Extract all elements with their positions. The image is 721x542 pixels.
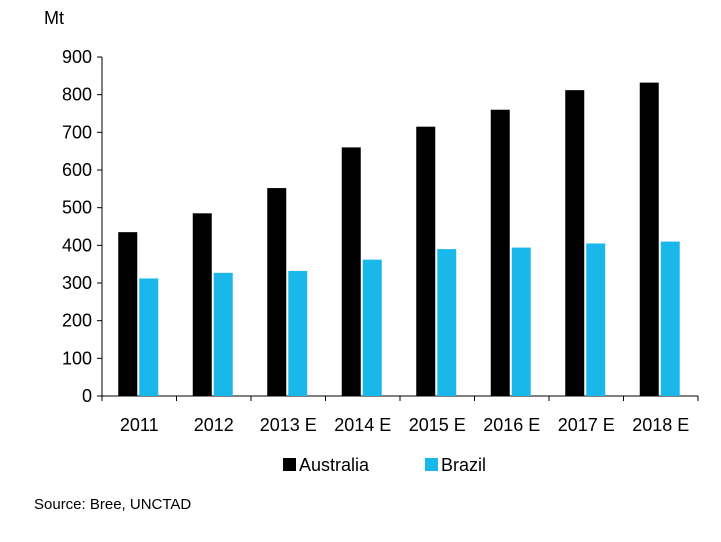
x-tick-label: 2018 E	[632, 415, 689, 435]
x-tick-label: 2014 E	[334, 415, 391, 435]
y-axis-unit-label: Mt	[44, 8, 64, 28]
y-tick-label: 100	[62, 348, 92, 368]
y-tick-label: 800	[62, 85, 92, 105]
bar-australia-2011	[118, 232, 138, 396]
bar-australia-2013-e	[267, 188, 287, 396]
bar-australia-2014-e	[341, 147, 361, 396]
y-tick-label: 400	[62, 235, 92, 255]
y-tick-label: 500	[62, 198, 92, 218]
bar-brazil-2015-e	[437, 249, 457, 396]
bar-brazil-2013-e	[288, 270, 308, 396]
bar-australia-2018-e	[639, 82, 659, 396]
legend-label-australia: Australia	[299, 455, 370, 475]
x-tick-label: 2017 E	[558, 415, 615, 435]
y-tick-label: 900	[62, 47, 92, 67]
bar-australia-2016-e	[490, 109, 510, 396]
y-tick-label: 600	[62, 160, 92, 180]
bars-group	[118, 82, 680, 396]
bar-brazil-2016-e	[511, 247, 531, 396]
legend-label-brazil: Brazil	[441, 455, 486, 475]
x-tick-label: 2011	[120, 415, 159, 435]
y-tick-label: 0	[82, 386, 92, 406]
x-tick-label: 2012	[194, 415, 234, 435]
bar-australia-2012	[192, 213, 212, 396]
legend-swatch-australia	[283, 458, 296, 471]
bar-australia-2015-e	[416, 126, 436, 396]
legend: Australia Brazil	[283, 455, 486, 475]
y-tick-label: 200	[62, 311, 92, 331]
y-axis: 0 100 200 300 400 500 600 700 800 900	[62, 47, 103, 406]
bar-brazil-2018-e	[660, 241, 680, 396]
bar-australia-2017-e	[565, 90, 585, 396]
x-tick-label: 2016 E	[483, 415, 540, 435]
y-tick-label: 300	[62, 273, 92, 293]
x-axis: 2011 2012 2013 E 2014 E 2015 E 2016 E 2017 E 20…	[101, 395, 699, 435]
bar-brazil-2011	[139, 278, 159, 396]
bar-brazil-2017-e	[586, 243, 606, 396]
y-tick-label: 700	[62, 122, 92, 142]
x-tick-label: 2015 E	[409, 415, 466, 435]
x-tick-label: 2013 E	[260, 415, 317, 435]
legend-swatch-brazil	[425, 458, 438, 471]
source-note: Source: Bree, UNCTAD	[34, 496, 192, 513]
bar-brazil-2014-e	[362, 259, 382, 396]
bar-brazil-2012	[213, 272, 233, 396]
